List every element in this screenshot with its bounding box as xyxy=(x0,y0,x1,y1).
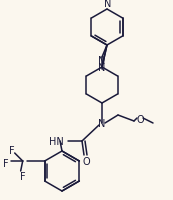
Text: N: N xyxy=(98,118,106,128)
Text: O: O xyxy=(82,156,90,166)
Text: F: F xyxy=(9,145,15,155)
Text: F: F xyxy=(3,158,8,168)
Text: O: O xyxy=(136,114,144,124)
Text: F: F xyxy=(20,171,25,181)
Text: N: N xyxy=(104,0,112,9)
Text: HN: HN xyxy=(49,136,64,146)
Text: N: N xyxy=(98,63,106,73)
Text: N: N xyxy=(98,56,106,66)
